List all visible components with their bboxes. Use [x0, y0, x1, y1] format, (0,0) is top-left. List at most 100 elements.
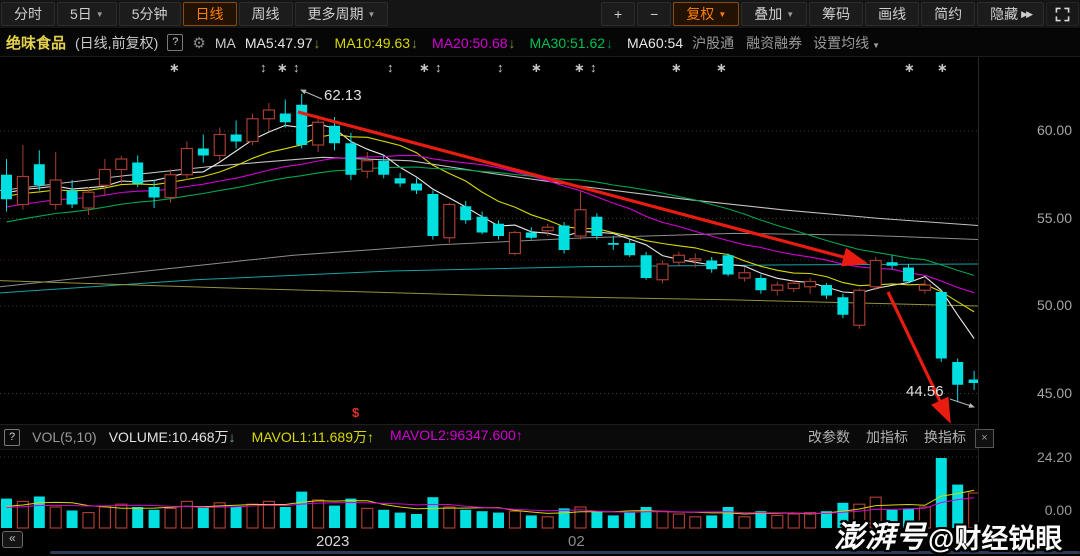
- price-tick: 55.00: [1036, 209, 1072, 226]
- info-link-1[interactable]: 融资融券: [746, 34, 803, 51]
- chevron-down-icon: ▼: [718, 9, 727, 19]
- volume-header: ? VOL(5,10) VOLUME:10.468万↓ MAVOL1:11.689…: [0, 424, 978, 450]
- event-star-icon: ∗: [716, 60, 727, 75]
- dividend-marker: $: [352, 405, 360, 420]
- toolbar-tab-intraday[interactable]: 分时: [1, 2, 55, 26]
- event-arrow-icon: ↕: [387, 60, 394, 75]
- event-star-icon: ∗: [169, 60, 180, 75]
- event-arrow-icon: ↕: [590, 60, 597, 75]
- long-ma-lines: [0, 156, 979, 307]
- volume-canvas[interactable]: [0, 450, 981, 530]
- volume-axis-min: 0.00: [1044, 502, 1072, 518]
- watermark-brand: 澎湃号: [834, 521, 927, 554]
- chevron-down-icon: ▼: [95, 9, 104, 19]
- indicator-action-0[interactable]: 改参数: [808, 429, 850, 445]
- volume-value: MAVOL2:96347.600↑: [390, 427, 523, 443]
- event-star-icon: ∗: [937, 60, 948, 75]
- info-links: 沪股通 融资融券: [692, 33, 804, 53]
- ma-value: MA10:49.63↓: [334, 34, 419, 51]
- label-arrows: [300, 89, 975, 408]
- toolbar-tab-5min[interactable]: 5分钟: [118, 2, 181, 26]
- ma30-line: [6, 166, 975, 276]
- toolbar-tab-weekly[interactable]: 周线: [238, 2, 293, 26]
- toolbar-adjust-button[interactable]: 复权 ▼: [673, 2, 740, 26]
- main-chart-canvas[interactable]: [0, 57, 980, 424]
- event-star-icon: ∗: [904, 60, 915, 75]
- toolbar-zoom-out-button[interactable]: −: [637, 2, 672, 26]
- scrollbar[interactable]: [50, 551, 1080, 554]
- chart-context-label: (日线,前复权): [75, 34, 159, 51]
- candlestick-chart: [0, 89, 980, 424]
- help-icon[interactable]: ?: [167, 34, 184, 51]
- trend-lines: [297, 110, 951, 424]
- chevron-down-icon: ▼: [872, 40, 880, 50]
- toolbar-tab-daily[interactable]: 日线: [182, 2, 237, 26]
- event-star-icon: ∗: [671, 60, 682, 75]
- ma-value: MA20:50.68↓: [432, 34, 516, 51]
- stock-info-bar: 绝味食品 (日线,前复权) ? ⚙ MA MA5:47.97↓ MA10:49.6…: [0, 29, 1080, 57]
- ma-title: MA: [214, 34, 236, 51]
- price-tick: 50.00: [1036, 297, 1072, 313]
- toolbar-drawline-button[interactable]: 画线: [865, 2, 920, 26]
- chevron-down-icon: ▼: [367, 9, 376, 19]
- volume-bars: [1, 458, 981, 529]
- grid-lines: [0, 130, 978, 394]
- info-link-0[interactable]: 沪股通: [692, 34, 735, 51]
- ma-settings-button[interactable]: 设置均线 ▼: [813, 34, 880, 51]
- volume-value: VOLUME:10.468万↓: [108, 429, 236, 445]
- toolbar-tab-5day[interactable]: 5日 ▼: [57, 2, 117, 26]
- event-star-icon: ∗: [531, 60, 542, 75]
- toolbar-overlay-button[interactable]: 叠加 ▼: [741, 2, 808, 26]
- event-star-icon: ∗: [419, 60, 430, 75]
- scroll-right-button[interactable]: »: [1051, 522, 1063, 545]
- chart-tools: + − 复权 ▼ 叠加 ▼ 筹码 画线 简约 隐藏 ▶▶: [600, 0, 1080, 28]
- ma-value: MA60:54: [627, 34, 684, 51]
- close-icon[interactable]: ×: [975, 429, 994, 448]
- volume-chart: [0, 456, 981, 529]
- toolbar-hide-button[interactable]: 隐藏 ▶▶: [977, 2, 1044, 26]
- gear-icon[interactable]: ⚙: [192, 34, 206, 52]
- toolbar-fullscreen-button[interactable]: [1046, 2, 1079, 26]
- ma-values: MA5:47.97↓ MA10:49.63↓ MA20:50.68↓ MA30:51.…: [245, 35, 683, 51]
- volume-values: VOLUME:10.468万↓ MAVOL1:11.689万↑ MAVOL2:963…: [109, 427, 523, 447]
- event-arrow-icon: ↕: [260, 60, 267, 75]
- indicator-actions: 改参数 加指标 换指标: [808, 427, 966, 447]
- long-ma-olive: [0, 280, 979, 307]
- stock-name: 绝味食品: [6, 35, 67, 52]
- mavol10-line: [6, 497, 975, 514]
- toolbar-simple-button[interactable]: 简约: [921, 2, 976, 26]
- indicator-action-2[interactable]: 换指标: [924, 429, 966, 445]
- toolbar-tab-more-periods[interactable]: 更多周期 ▼: [294, 2, 389, 26]
- volume-axis-max: 24.20: [1036, 449, 1072, 465]
- annual-ma-teal: [0, 263, 979, 294]
- low-price-label: 44.56: [906, 383, 944, 400]
- high-price-label: 62.13: [324, 87, 362, 104]
- period-toolbar: 分时 5日 ▼ 5分钟 日线 周线 更多周期 ▼ + − 复权 ▼ 叠加 ▼ 筹码 画线 简约 隐藏 ▶▶: [0, 0, 1080, 29]
- toolbar-zoom-in-button[interactable]: +: [600, 2, 636, 26]
- vol-indicator-label: VOL(5,10): [32, 429, 97, 445]
- vol-help-icon[interactable]: ?: [4, 428, 21, 446]
- event-star-icon: ∗: [574, 60, 585, 75]
- event-arrow-icon: ↕: [497, 60, 504, 75]
- volume-value: MAVOL1:11.689万↑: [251, 429, 374, 445]
- event-arrow-icon: ↕: [435, 60, 442, 75]
- indicator-action-1[interactable]: 加指标: [866, 429, 908, 445]
- watermark-handle: @财经锐眼: [928, 524, 1063, 554]
- scroll-left-button[interactable]: «: [2, 531, 23, 548]
- ma-value: MA5:47.97↓: [244, 34, 321, 51]
- axis-separator: [978, 57, 979, 549]
- price-tick: 45.00: [1036, 384, 1072, 401]
- time-tick: 02: [568, 533, 585, 550]
- toolbar-chips-button[interactable]: 筹码: [809, 2, 864, 26]
- ma-value: MA30:51.62↓: [529, 34, 614, 51]
- time-tick: 2023: [316, 533, 350, 550]
- event-star-icon: ∗: [277, 60, 288, 75]
- fullscreen-icon: [1055, 7, 1070, 21]
- double-arrow-icon: ▶▶: [1021, 8, 1033, 19]
- period-tabs: 分时 5日 ▼ 5分钟 日线 周线 更多周期 ▼: [0, 0, 389, 28]
- ma20-line: [6, 154, 975, 294]
- event-arrow-icon: ↕: [293, 60, 300, 75]
- chevron-down-icon: ▼: [786, 9, 795, 19]
- candles: [1, 93, 980, 402]
